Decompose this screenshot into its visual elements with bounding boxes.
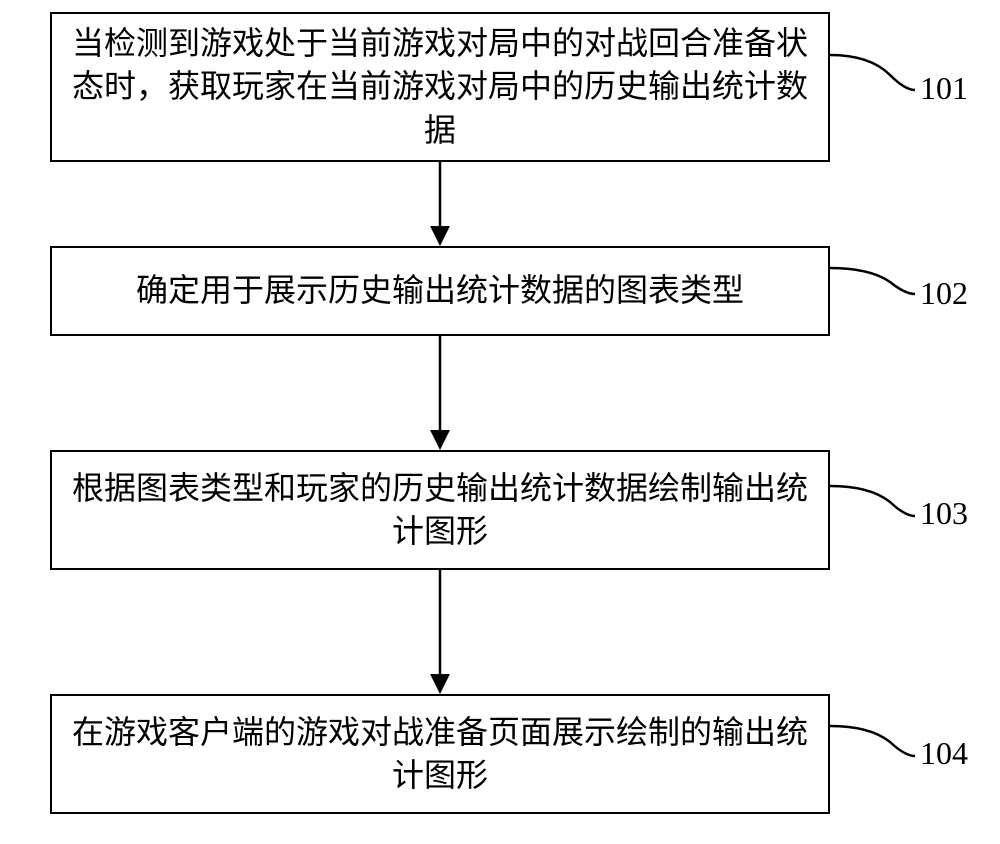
flow-node-2-text: 确定用于展示历史输出统计数据的图表类型 [136, 269, 744, 312]
arrow-3-4 [425, 570, 455, 694]
flow-node-1-text: 当检测到游戏处于当前游戏对局中的对战回合准备状态时，获取玩家在当前游戏对局中的历… [72, 22, 808, 152]
flow-node-2: 确定用于展示历史输出统计数据的图表类型 [50, 246, 830, 336]
flow-node-3: 根据图表类型和玩家的历史输出统计数据绘制输出统计图形 [50, 450, 830, 570]
flow-node-4: 在游戏客户端的游戏对战准备页面展示绘制的输出统计图形 [50, 694, 830, 814]
arrow-2-3 [425, 336, 455, 450]
step-label-104: 104 [920, 735, 968, 772]
flow-node-1: 当检测到游戏处于当前游戏对局中的对战回合准备状态时，获取玩家在当前游戏对局中的历… [50, 12, 830, 162]
step-label-103: 103 [920, 495, 968, 532]
flow-node-3-text: 根据图表类型和玩家的历史输出统计数据绘制输出统计图形 [72, 467, 808, 553]
arrow-1-2 [425, 162, 455, 246]
flowchart-canvas: 当检测到游戏处于当前游戏对局中的对战回合准备状态时，获取玩家在当前游戏对局中的历… [0, 0, 1000, 844]
label-connector-2 [830, 260, 920, 305]
step-label-101: 101 [920, 70, 968, 107]
label-connector-4 [830, 718, 920, 766]
flow-node-4-text: 在游戏客户端的游戏对战准备页面展示绘制的输出统计图形 [72, 711, 808, 797]
label-connector-3 [830, 478, 920, 526]
label-connector-1 [830, 50, 920, 100]
step-label-102: 102 [920, 275, 968, 312]
